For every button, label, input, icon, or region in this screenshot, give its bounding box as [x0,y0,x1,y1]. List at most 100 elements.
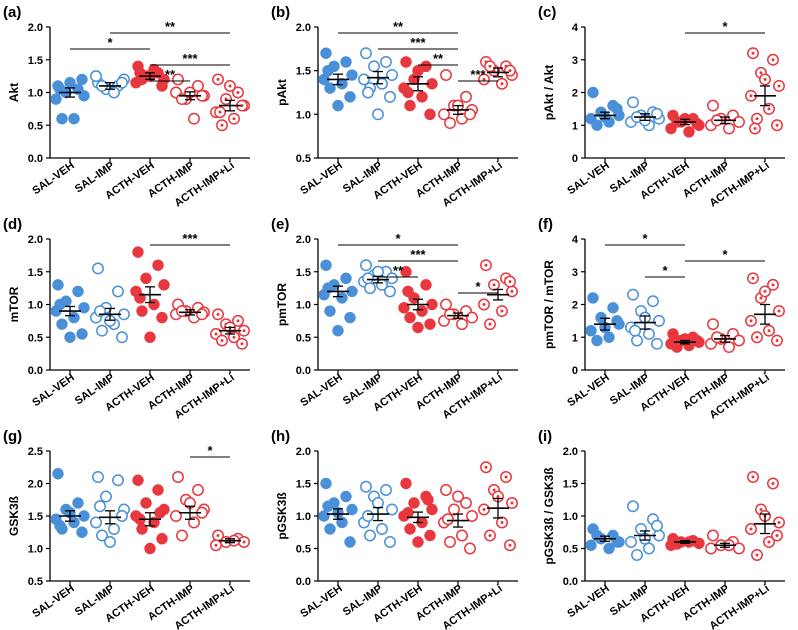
data-point-dot [220,339,224,343]
data-point [504,64,516,77]
data-point [344,536,356,548]
data-point [172,471,184,483]
panel-g: (g)GSK3ß0.51.01.52.02.5SAL-VEHSAL-IMPACT… [3,428,250,630]
y-tick-label: 1.5 [296,66,311,78]
data-point [322,500,334,512]
data-point [104,536,116,548]
y-tick-label: 3 [572,267,578,279]
significance-label: ** [393,19,404,34]
data-point [767,477,779,490]
data-point-dot [751,51,755,55]
data-point [360,480,372,493]
data-point [759,285,771,298]
y-tick-label: 2 [572,88,578,100]
data-point [346,69,358,81]
data-point [426,503,438,516]
data-point [611,103,623,115]
panel-label: (g) [3,428,22,445]
data-point [496,77,508,90]
significance-label: ** [165,67,176,82]
data-point [448,503,460,516]
data-point [506,497,518,509]
data-point [444,117,456,130]
data-point [496,305,508,317]
y-tick-label: 1.5 [563,479,578,491]
y-tick-label: 1.0 [296,109,311,121]
data-point [332,325,344,337]
data-point-dot [775,534,779,537]
x-tick-label: SAL-VEH [30,160,76,198]
data-point [444,308,456,321]
data-point [372,497,384,509]
data-point-dot [488,322,492,326]
panel-i: (i)pGSK3ß / GSK3ß0.00.51.01.52.0SAL-VEHS… [538,428,785,630]
data-point [653,314,665,327]
data-point [232,314,244,327]
data-point [320,47,332,59]
data-point-dot [508,280,512,284]
y-tick-label: 0.5 [296,544,311,556]
data-point [402,285,414,298]
data-point [607,302,619,314]
data-point [745,314,757,327]
data-point-dot [759,508,763,511]
data-point [152,484,164,496]
x-tick-label: SAL-VEH [298,583,344,621]
data-point [422,494,434,506]
significance-label: *** [182,231,198,246]
data-point [364,282,376,295]
data-point [500,471,512,483]
y-tick-label: 0.0 [28,153,43,165]
data-point-dot [749,527,753,531]
y-tick-label: 1.0 [28,544,43,556]
data-point [384,90,396,103]
significance-label: ** [433,51,444,66]
data-point-dot [218,110,222,114]
data-point [484,318,496,331]
data-point [488,278,500,291]
data-point [683,126,695,138]
data-point [362,86,374,99]
data-point [464,108,476,121]
data-point [132,246,144,258]
data-point-dot [500,521,504,524]
data-point [92,471,104,483]
significance-label: * [722,247,728,262]
y-tick-label: 1.5 [28,55,43,67]
data-point [424,318,436,330]
data-point-dot [763,77,767,81]
significance-label: ** [165,19,176,34]
y-axis-label: pGSK3ß [275,492,289,539]
panel-d: (d)mTOR0.00.51.01.52.0SAL-VEHSAL-IMPACTH… [3,216,250,422]
significance-label: * [107,35,113,50]
data-point-dot [484,263,488,267]
data-point [336,292,348,304]
data-point [68,113,80,125]
data-point-dot [216,534,220,537]
y-tick-label: 4 [572,234,579,246]
data-point-dot [510,289,514,293]
y-tick-label: 1.5 [296,267,311,279]
data-point-dot [771,58,775,62]
data-point-dot [240,342,244,346]
y-tick-label: 1.0 [28,88,43,100]
data-point [140,272,152,284]
data-point [763,102,775,115]
panel-c: (c)pAkt / Akt01234SAL-VEHSAL-IMPACTH-VEH… [538,4,785,210]
data-point [751,331,763,344]
data-point-dot [500,309,504,313]
data-point-dot [510,501,514,505]
data-point-dot [753,127,757,131]
data-point [651,337,663,350]
panel-label: (h) [271,428,290,445]
y-tick-label: 0 [572,153,578,165]
data-point [751,112,763,125]
data-point [705,542,717,555]
data-point [763,536,775,548]
y-tick-label: 0.5 [28,332,43,344]
data-point [90,70,102,83]
y-tick-label: 2.0 [28,234,43,246]
data-point [420,279,432,291]
data-point [773,80,785,92]
data-point [364,529,376,542]
